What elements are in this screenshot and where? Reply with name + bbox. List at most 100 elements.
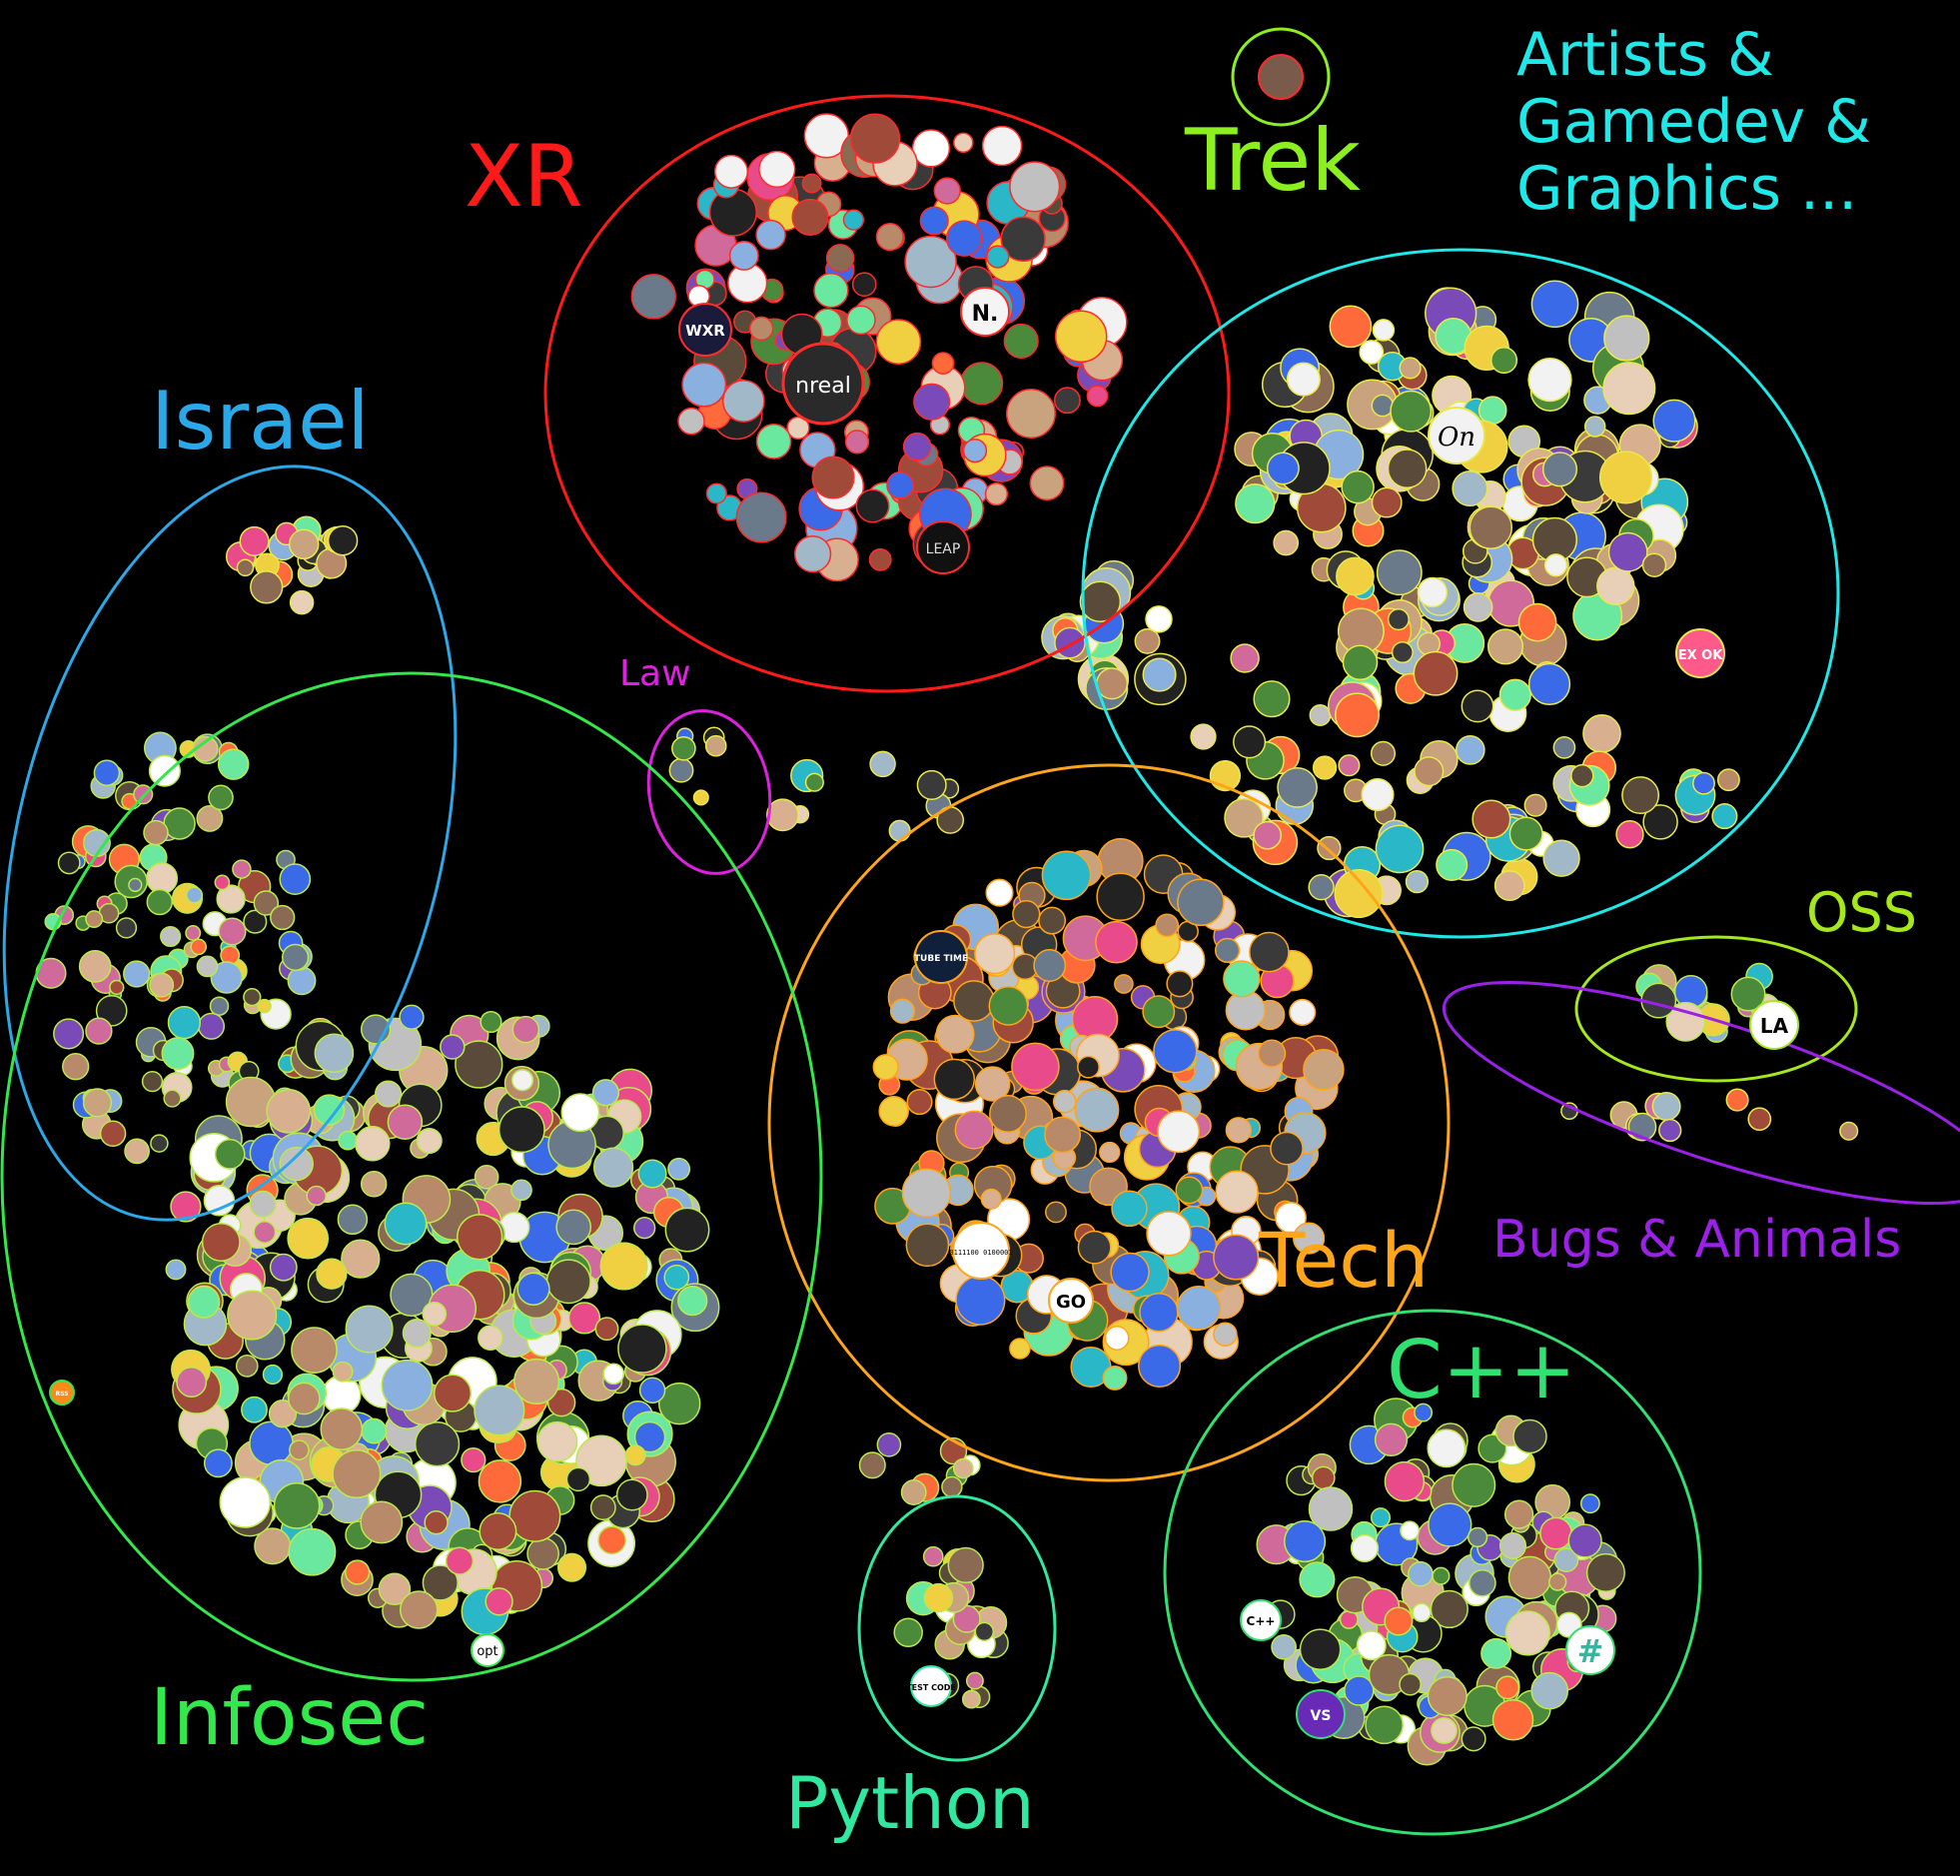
avatar[interactable] [985,878,1014,907]
avatar[interactable] [893,1617,923,1648]
avatar[interactable] [594,1317,619,1342]
avatar[interactable] [974,1066,1011,1102]
avatar[interactable] [1469,1568,1496,1597]
avatar[interactable] [591,1079,620,1107]
avatar[interactable] [197,1012,226,1040]
avatar[interactable] [235,1355,259,1378]
avatar[interactable] [1273,529,1300,556]
avatar[interactable] [1436,848,1469,881]
avatar[interactable] [1400,1520,1421,1541]
avatar[interactable] [313,1094,346,1126]
avatar-test-code[interactable]: TEST CODE [906,1665,956,1707]
avatar[interactable] [378,1572,412,1606]
avatar[interactable] [791,198,829,236]
avatar[interactable] [1541,452,1578,487]
avatar[interactable] [474,1385,525,1436]
avatar[interactable] [630,274,676,320]
avatar[interactable] [960,362,1004,406]
avatar[interactable] [78,950,112,983]
avatar[interactable] [637,1159,667,1189]
avatar[interactable] [1692,771,1715,795]
avatar[interactable] [1641,552,1667,577]
avatar[interactable] [962,438,988,464]
avatar[interactable] [399,1004,425,1030]
avatar[interactable] [1489,347,1518,375]
avatar[interactable] [289,1439,310,1460]
avatar[interactable] [1467,1526,1488,1548]
avatar[interactable] [713,154,749,189]
avatar[interactable] [190,938,208,956]
avatar[interactable] [974,933,1016,975]
avatar[interactable] [556,1552,587,1582]
avatar[interactable] [664,1207,710,1253]
avatar[interactable] [1747,1107,1772,1132]
avatar[interactable] [387,1104,424,1140]
avatar[interactable] [560,1093,600,1133]
avatar[interactable] [185,886,204,904]
avatar[interactable] [955,1275,1006,1326]
avatar[interactable] [217,748,250,780]
avatar[interactable] [1258,54,1304,100]
avatar[interactable] [424,1510,449,1535]
avatar[interactable] [1249,931,1290,973]
avatar[interactable] [868,547,892,571]
avatar[interactable] [1539,1516,1573,1550]
avatar[interactable] [85,910,104,929]
avatar[interactable] [1284,1520,1327,1563]
avatar[interactable] [671,735,696,761]
avatar[interactable] [109,979,125,996]
avatar[interactable] [1414,1403,1434,1422]
avatar[interactable] [1725,1088,1749,1112]
avatar[interactable] [414,1421,461,1467]
avatar[interactable] [735,491,787,543]
avatar[interactable] [911,129,951,168]
avatar[interactable] [961,1689,981,1709]
avatar[interactable] [1271,1633,1297,1660]
avatar[interactable] [889,998,915,1024]
avatar[interactable] [1387,449,1428,488]
avatar[interactable] [1730,976,1766,1012]
avatar[interactable] [536,1420,578,1462]
avatar[interactable] [1099,1141,1121,1164]
avatar[interactable] [1342,644,1379,681]
avatar[interactable] [1486,628,1524,665]
avatar[interactable] [327,524,359,556]
avatar[interactable] [227,1290,278,1341]
avatar[interactable] [457,1214,503,1261]
avatar[interactable] [1652,399,1696,443]
avatar[interactable] [633,1420,666,1453]
avatar[interactable] [148,754,181,787]
avatar[interactable] [919,206,949,236]
avatar[interactable] [878,1096,909,1127]
avatar[interactable] [1213,1322,1238,1347]
avatar[interactable] [1038,906,1067,935]
avatar[interactable] [923,1582,954,1613]
avatar[interactable] [201,1223,241,1262]
avatar[interactable] [1376,549,1423,596]
avatar[interactable] [1503,1499,1534,1529]
avatar[interactable] [249,1420,294,1466]
avatar[interactable] [1233,725,1267,759]
avatar[interactable] [1235,482,1276,524]
avatar[interactable] [1512,1418,1547,1454]
avatar[interactable] [1491,1698,1534,1741]
avatar[interactable] [1603,315,1650,362]
avatar[interactable] [875,319,922,365]
avatar-tube-time[interactable]: TUBE TIME [914,930,968,984]
avatar[interactable] [1405,869,1430,894]
avatar[interactable] [965,1671,984,1690]
avatar[interactable] [592,1147,634,1188]
avatar[interactable] [241,1396,268,1423]
avatar[interactable] [846,305,876,336]
avatar[interactable] [279,863,312,895]
avatar[interactable] [1523,793,1547,817]
avatar[interactable] [1384,1606,1414,1636]
avatar[interactable] [849,113,901,164]
avatar[interactable] [1266,452,1300,485]
avatar[interactable] [668,757,694,783]
avatar[interactable] [1309,704,1332,726]
avatar[interactable] [1230,643,1260,673]
avatar[interactable] [1399,357,1422,380]
avatar[interactable] [320,1407,364,1450]
avatar[interactable] [1134,627,1161,654]
